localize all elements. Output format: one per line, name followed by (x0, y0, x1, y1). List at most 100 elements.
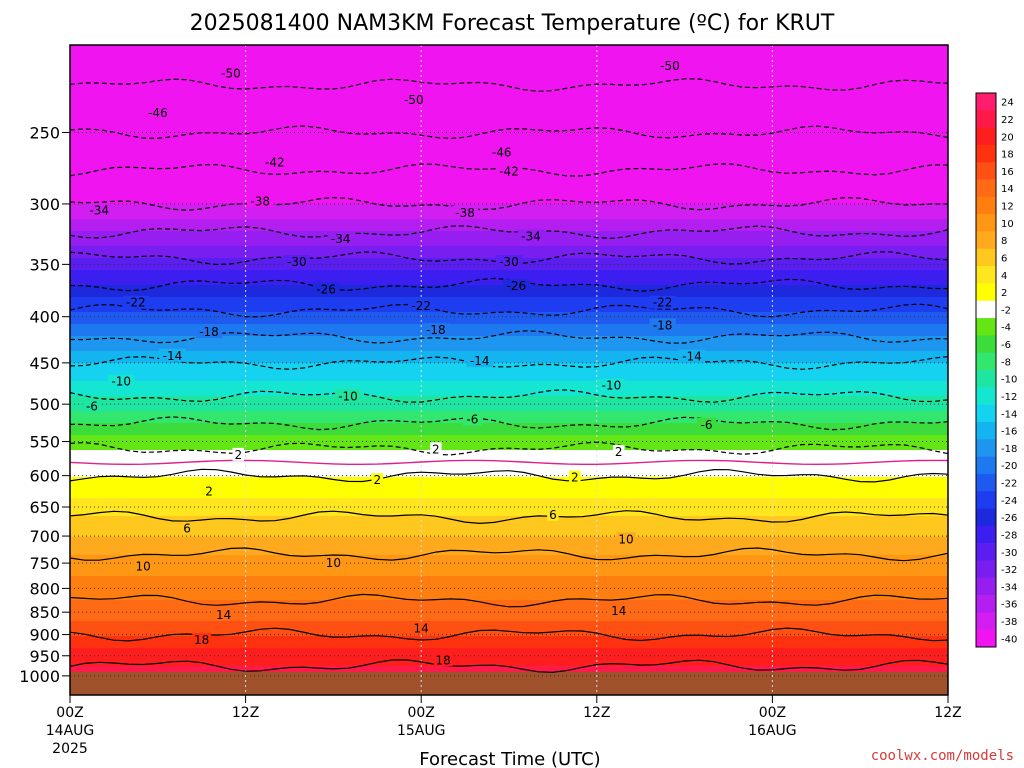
contour-label-bg (312, 282, 340, 296)
contour-label: 14 (216, 608, 231, 622)
temperature-band (70, 321, 948, 325)
contour-line (70, 547, 948, 562)
contour-label: -14 (163, 349, 183, 363)
y-tick-label: 900 (29, 626, 60, 645)
temperature-band (70, 660, 948, 664)
x-tick-date: 14AUG (46, 723, 95, 739)
colorbar-swatch (976, 525, 996, 544)
colorbar-swatch (976, 370, 996, 388)
colorbar-label: 20 (1001, 132, 1014, 143)
temperature-band (70, 273, 948, 277)
temperature-band (70, 582, 948, 586)
contour-line (70, 125, 948, 140)
colorbar-swatch (976, 439, 996, 457)
contour-line (70, 196, 948, 211)
temperature-band (70, 312, 948, 316)
temperature-band (70, 510, 948, 514)
contour-label: 10 (136, 560, 151, 574)
y-tick-label: 300 (29, 195, 60, 214)
temperature-band (70, 354, 948, 358)
temperature-band (70, 432, 948, 436)
temperature-band (70, 231, 948, 235)
temperature-band (70, 624, 948, 628)
contour-label: -14 (470, 354, 490, 368)
temperature-band (70, 57, 948, 61)
colorbar-label: -32 (1001, 565, 1017, 576)
contour-line (70, 78, 948, 92)
temperature-band (70, 345, 948, 349)
contour-label: -50 (221, 66, 241, 80)
contour-label: -46 (148, 106, 168, 120)
contour-label-bg (371, 473, 384, 487)
temperature-band (70, 270, 948, 274)
contour-label-bg (422, 323, 450, 337)
temperature-band (70, 549, 948, 553)
ground-fill (70, 671, 948, 695)
colorbar-label: 10 (1001, 219, 1014, 230)
contour-labels: -50-50-50-46-46-42-42-38-38-34-34 -34-30-… (82, 58, 717, 667)
colorbar-swatch (976, 456, 996, 475)
temperature-band (70, 99, 948, 103)
temperature-band (70, 606, 948, 610)
temperature-band (70, 195, 948, 199)
temperature-band (70, 399, 948, 403)
y-tick-label: 250 (29, 123, 60, 142)
temperature-band (70, 543, 948, 547)
contour-label: -10 (111, 375, 131, 389)
colorbar-label: 24 (1001, 98, 1014, 109)
temperature-band (70, 132, 948, 136)
colorbar-swatch (976, 248, 996, 267)
contour-label-bg (246, 194, 274, 208)
colorbar-label: 4 (1001, 271, 1007, 282)
contour-label: 14 (414, 621, 429, 635)
contour-label: -42 (265, 156, 285, 170)
colorbar-label: 14 (1001, 184, 1014, 195)
temperature-band (70, 597, 948, 601)
colorbar-label: -34 (1001, 582, 1017, 593)
colorbar-label: 22 (1001, 115, 1014, 126)
temperature-band (70, 492, 948, 496)
temperature-band (70, 450, 948, 454)
contour-line (70, 303, 948, 318)
colorbar-swatch (976, 352, 996, 371)
contour-label: -22 (126, 296, 146, 310)
temperature-band (70, 414, 948, 418)
contour-line (70, 389, 948, 403)
contour-label: -10 (602, 379, 622, 393)
colorbar-label: -10 (1001, 375, 1017, 386)
freezing-level-line (70, 459, 948, 466)
temperature-band (70, 417, 948, 421)
temperature-band (70, 93, 948, 97)
colorbar-label: -38 (1001, 617, 1017, 628)
temperature-band (70, 501, 948, 505)
contour-line (70, 225, 948, 240)
colorbar-swatch (976, 612, 996, 630)
temperature-band (70, 60, 948, 64)
colorbar-swatch (976, 214, 996, 232)
temperature-band (70, 585, 948, 589)
colorbar-swatch (976, 404, 996, 423)
contour-label-bg (649, 318, 676, 332)
contour-line (70, 441, 948, 456)
temperature-band (70, 528, 948, 532)
temperature-band (70, 609, 948, 613)
contour-label-bg (86, 203, 113, 217)
contour-label-bg (547, 507, 559, 521)
temperature-band (70, 603, 948, 607)
plot-area: -50-50-50-46-46-42-42-38-38-34-34 -34-30-… (70, 45, 948, 695)
temperature-band (70, 639, 948, 643)
colorbar-label: -22 (1001, 479, 1017, 490)
contour-line (70, 510, 948, 525)
contour-label-bg (181, 521, 193, 535)
colorbar-label: -8 (1001, 357, 1011, 368)
colorbar-label: -16 (1001, 427, 1017, 438)
temperature-band (70, 198, 948, 202)
temperature-band (70, 327, 948, 331)
contour-label-bg (203, 484, 215, 498)
temperature-band (70, 291, 948, 295)
temperature-band (70, 372, 948, 376)
contour-label-bg (334, 389, 362, 403)
temperature-band (70, 210, 948, 214)
contour-line (70, 356, 948, 370)
temperature-band (70, 51, 948, 55)
